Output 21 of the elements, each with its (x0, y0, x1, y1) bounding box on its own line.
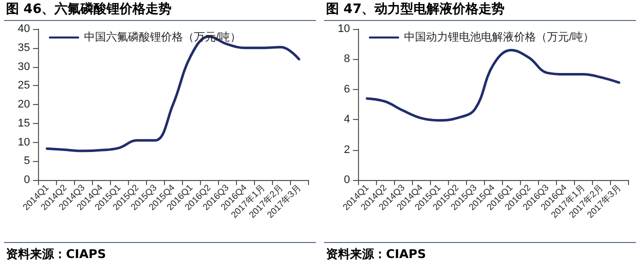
y-tick-label: 20 (18, 98, 30, 110)
y-tick-label: 10 (18, 136, 30, 148)
y-tick-label: 30 (18, 60, 30, 73)
text: 资料来源：CIAPS (4, 242, 316, 265)
y-tick-label: 6 (344, 83, 350, 96)
y-tick-label: 35 (18, 42, 30, 54)
y-tick-label: 15 (18, 117, 30, 130)
y-tick-label: 5 (24, 155, 30, 168)
y-tick-label: 0 (344, 174, 350, 186)
y-tick-label: 4 (344, 114, 350, 126)
chart-title: 图 47、动力型电解液价格走势 (324, 0, 636, 21)
legend-label: 中国动力锂电池电解液价格（万元/吨） (404, 30, 594, 44)
text: 资料来源：CIAPS (324, 242, 636, 265)
y-tick-label: 8 (344, 53, 350, 66)
y-tick-label: 0 (24, 174, 30, 186)
line-series (366, 48, 620, 122)
y-tick-label: 40 (18, 23, 30, 35)
y-tick-label: 25 (18, 80, 30, 92)
y-tick-label: 2 (344, 144, 350, 156)
chart-title: 图 46、六氟磷酸锂价格走势 (4, 0, 316, 21)
y-tick-label: 10 (338, 23, 350, 35)
